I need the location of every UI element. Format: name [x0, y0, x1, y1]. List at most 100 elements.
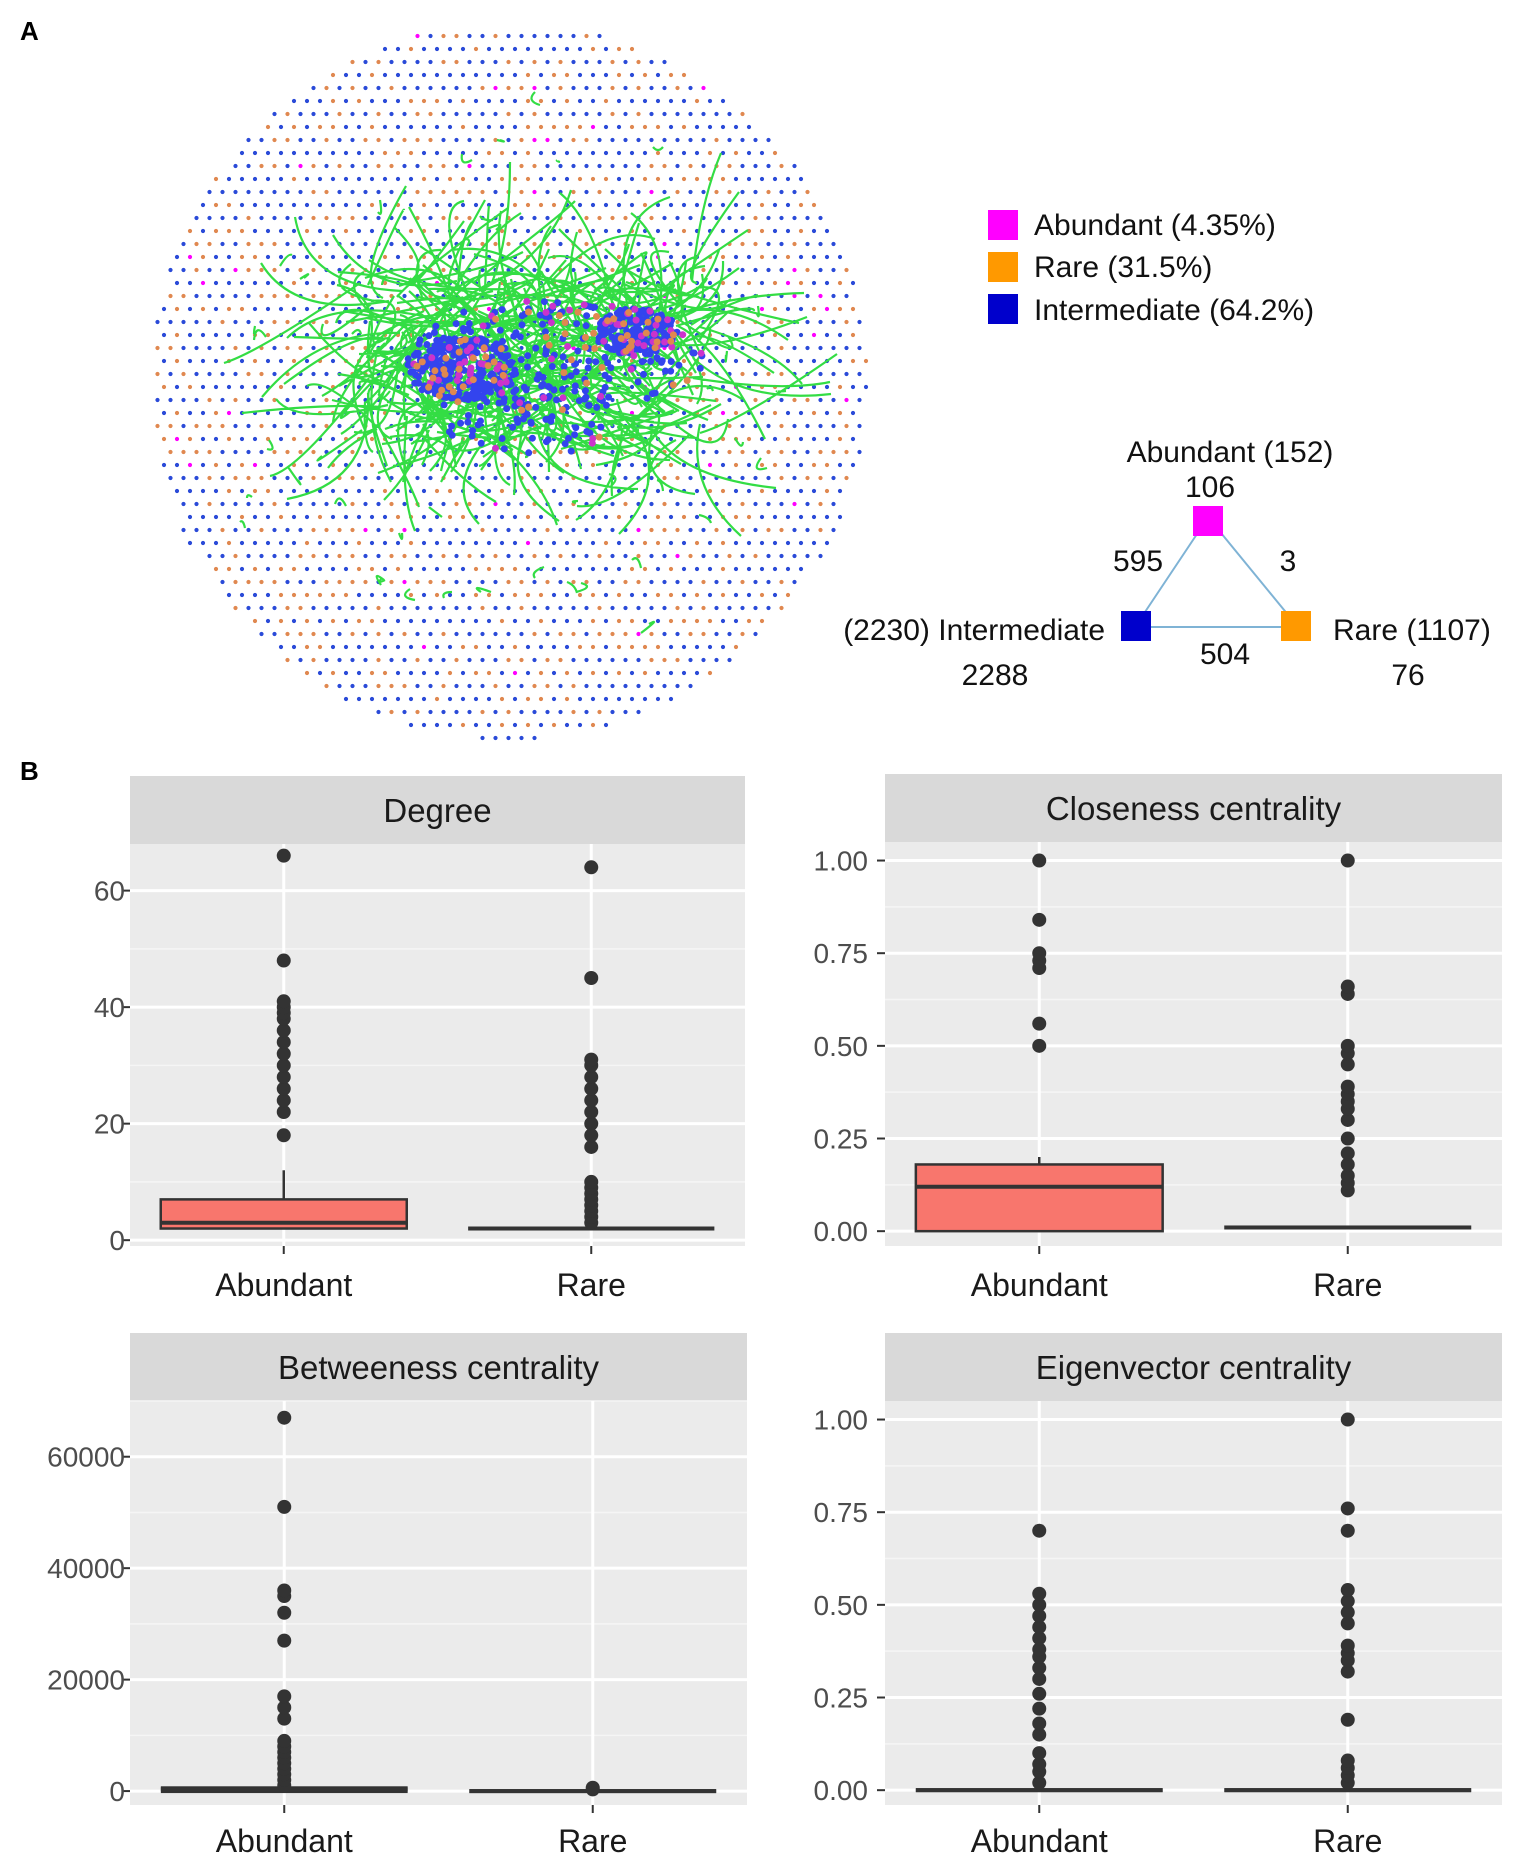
- x-tick-label: Rare: [557, 1267, 626, 1303]
- x-tick-label: Abundant: [215, 1267, 352, 1303]
- outlier-point: [1340, 1616, 1355, 1631]
- facet-strip: [885, 774, 1502, 842]
- facet-title: Eigenvector centrality: [1036, 1349, 1352, 1386]
- outlier-point: [584, 1128, 599, 1143]
- outlier-point: [276, 1081, 291, 1096]
- outlier-point: [1340, 1079, 1355, 1094]
- outlier-point: [277, 1499, 292, 1514]
- outlier-point: [1032, 1757, 1047, 1772]
- network-core-cluster: [404, 297, 706, 457]
- outlier-point: [1340, 1168, 1355, 1183]
- facet-strip: [130, 776, 745, 844]
- x-tick-label: Abundant: [971, 1267, 1108, 1303]
- outlier-point: [277, 1605, 292, 1620]
- y-tick-label: 40000: [47, 1553, 125, 1584]
- box-abundant: [914, 1163, 1164, 1233]
- facet-strip: [130, 1333, 747, 1401]
- outlier-point: [1340, 1664, 1355, 1679]
- outlier-point: [1032, 1671, 1047, 1686]
- panel-label-a: A: [20, 16, 39, 46]
- outlier-point: [584, 1116, 599, 1131]
- outlier-point: [1032, 1597, 1047, 1612]
- link-abundant-intermediate: [1134, 521, 1206, 628]
- abundance-triangle: Abundant (152) 106 595 3 (2230) Intermed…: [843, 436, 1491, 692]
- edge-count-intermediate-rare: 504: [1200, 638, 1250, 671]
- legend-label-rare: Rare (31.5%): [1034, 251, 1212, 284]
- plot-panel: [885, 1401, 1502, 1805]
- legend-label-intermediate: Intermediate (64.2%): [1034, 294, 1314, 327]
- outlier-point: [1032, 1620, 1047, 1635]
- outlier-point: [1340, 1131, 1355, 1146]
- outlier-point: [1340, 1712, 1355, 1727]
- outlier-point: [1340, 1412, 1355, 1427]
- y-tick-label: 0: [109, 1776, 125, 1807]
- outlier-point: [1340, 1146, 1355, 1161]
- outlier-point: [1032, 1038, 1047, 1053]
- outlier-point: [1032, 1701, 1047, 1716]
- facet-title: Betweeness centrality: [278, 1349, 599, 1386]
- outlier-point: [276, 1070, 291, 1085]
- outlier-point: [584, 1081, 599, 1096]
- y-tick-label: 40: [94, 992, 125, 1023]
- legend-swatch-abundant: [988, 210, 1018, 240]
- outlier-point: [1340, 1157, 1355, 1172]
- outlier-point: [1340, 1594, 1355, 1609]
- outlier-point: [1032, 1716, 1047, 1731]
- facet-betweeness-centrality: Betweeness centrality 0 20000 40000 60000 Abu…: [47, 1333, 747, 1856]
- outlier-point: [277, 1700, 292, 1715]
- outlier-point: [276, 1093, 291, 1108]
- outlier-point: [584, 1174, 599, 1189]
- outlier-point: [276, 1035, 291, 1050]
- y-tick-label: 0: [109, 1225, 125, 1256]
- rare-node-count: 76: [1391, 659, 1424, 692]
- abundant-node-count: 106: [1185, 471, 1235, 504]
- outlier-point: [277, 1633, 292, 1648]
- outlier-point: [276, 1046, 291, 1061]
- outlier-point: [276, 994, 291, 1009]
- outlier-point: [276, 848, 291, 863]
- facet-strip: [885, 1333, 1502, 1401]
- outlier-point: [277, 1733, 292, 1748]
- outlier-point: [277, 1583, 292, 1598]
- network-edges: [223, 91, 838, 634]
- outlier-point: [1340, 1638, 1355, 1653]
- edges-green: [223, 91, 838, 634]
- outlier-point: [1032, 1586, 1047, 1601]
- outlier-point: [277, 1711, 292, 1726]
- x-tick-label: Abundant: [216, 1823, 353, 1856]
- network-graph: [155, 33, 869, 741]
- outlier-point: [276, 1128, 291, 1143]
- edge-count-abundant-intermediate: 595: [1113, 545, 1163, 578]
- outlier-point: [1032, 946, 1047, 961]
- outlier-point: [276, 1058, 291, 1073]
- core-abundant: [410, 297, 705, 452]
- outlier-point: [1340, 979, 1355, 994]
- x-tick-label: Rare: [558, 1823, 627, 1856]
- legend-label-abundant: Abundant (4.35%): [1034, 209, 1276, 242]
- y-tick-label: 60: [94, 876, 125, 907]
- y-tick-label: 0.75: [814, 1497, 869, 1528]
- y-tick-label: 20: [94, 1109, 125, 1140]
- node-rare: [1281, 611, 1311, 641]
- outlier-point: [1032, 1642, 1047, 1657]
- y-tick-label: 0.75: [814, 938, 869, 969]
- outlier-point: [1340, 1057, 1355, 1072]
- outlier-point: [584, 1052, 599, 1067]
- outlier-point: [1032, 1608, 1047, 1623]
- outlier-point: [584, 1093, 599, 1108]
- y-tick-label: 0.50: [814, 1590, 869, 1621]
- y-tick-label: 0.50: [814, 1031, 869, 1062]
- y-tick-label: 60000: [47, 1442, 125, 1473]
- outlier-point: [276, 1105, 291, 1119]
- outlier-point: [1340, 1583, 1355, 1598]
- node-intermediate: [1121, 611, 1151, 641]
- outlier-point: [277, 1410, 292, 1425]
- outlier-point: [1340, 1523, 1355, 1538]
- outlier-point: [1032, 1660, 1047, 1675]
- facet-title: Closeness centrality: [1046, 790, 1342, 827]
- outlier-point: [1340, 1038, 1355, 1053]
- y-tick-label: 0.25: [814, 1683, 869, 1714]
- edge-count-abundant-rare: 3: [1280, 545, 1297, 578]
- outlier-point: [1032, 853, 1047, 868]
